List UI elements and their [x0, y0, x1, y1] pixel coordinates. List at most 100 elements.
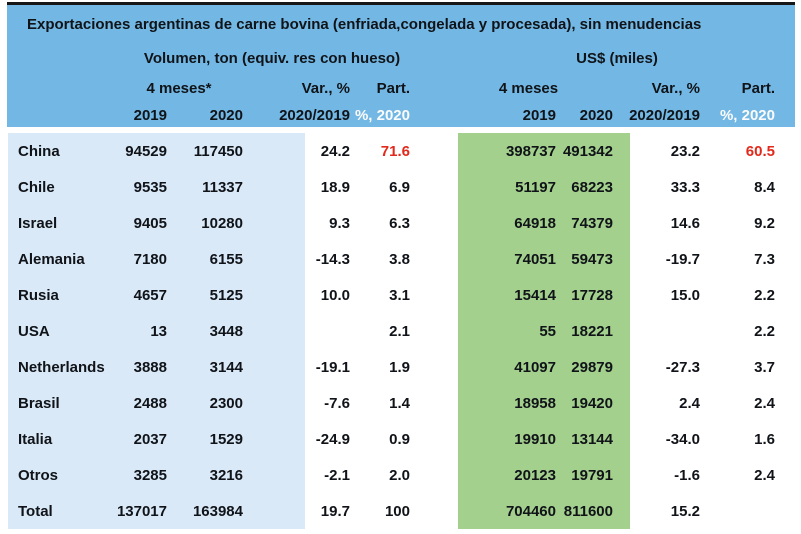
section-label-usd: US$ (miles)	[576, 50, 658, 67]
cell-vol-2020: 117450	[193, 142, 243, 160]
cell-usd-2019: 398737	[505, 142, 556, 160]
table-top-border	[7, 2, 795, 5]
cell-vol-2019: 3285	[133, 466, 167, 484]
cell-vol-2019: 7180	[133, 250, 167, 268]
row-country: Netherlands	[18, 358, 105, 376]
cell-vol-2020: 3448	[209, 322, 243, 340]
cell-vol-2020: 6155	[209, 250, 243, 268]
cell-vol-2020: 5125	[209, 286, 243, 304]
cell-usd-2019: 19910	[514, 430, 556, 448]
cell-vol-2020: 163984	[192, 502, 243, 520]
header-vol-var: Var., %	[301, 80, 350, 97]
row-country: China	[18, 142, 60, 160]
cell-vol-part: 2.0	[389, 466, 410, 484]
cell-vol-2019: 2037	[133, 430, 167, 448]
table-row: China 94529 117450 24.2 71.6 398737 491342 23.2…	[7, 133, 778, 169]
table-row: Chile 9535 11337 18.9 6.9 51197 68223 33.3 8.4	[7, 169, 778, 205]
cell-usd-2020: 19420	[571, 394, 613, 412]
cell-vol-var: 19.7	[320, 502, 350, 520]
cell-vol-var: -14.3	[315, 250, 350, 268]
row-country: Chile	[18, 178, 55, 196]
cell-vol-var: 10.0	[320, 286, 350, 304]
cell-usd-part: 3.7	[754, 358, 775, 376]
cell-usd-2019: 15414	[514, 286, 556, 304]
cell-vol-2019: 9535	[133, 178, 167, 196]
cell-vol-2020: 3216	[209, 466, 243, 484]
cell-vol-2019: 3888	[133, 358, 167, 376]
row-country: Italia	[18, 430, 53, 448]
cell-usd-part: 2.2	[754, 286, 775, 304]
cell-usd-part: 8.4	[754, 178, 775, 196]
cell-usd-var: -1.6	[674, 466, 700, 484]
cell-usd-2020: 18221	[571, 322, 613, 340]
table-row: Brasil 2488 2300 -7.6 1.4 18958 19420 2.4 2.4	[7, 385, 778, 421]
table-body: China 94529 117450 24.2 71.6 398737 491342 23.2…	[7, 133, 795, 529]
row-country: Rusia	[18, 286, 59, 304]
row-country: Brasil	[18, 394, 60, 412]
cell-vol-part: 71.6	[380, 142, 410, 160]
header-spacer	[7, 77, 112, 101]
header-row-years: 2019 2020 2020/2019 %, 2020 2019 2020 20…	[7, 104, 778, 128]
row-country: USA	[18, 322, 50, 340]
cell-vol-part: 0.9	[389, 430, 410, 448]
cell-usd-var: 23.2	[670, 142, 700, 160]
cell-usd-2019: 41097	[514, 358, 556, 376]
table-row: Alemania 7180 6155 -14.3 3.8 74051 59473 -19.7 7…	[7, 241, 778, 277]
table-row: Total 137017 163984 19.7 100 704460 811600 15.2	[7, 493, 778, 529]
header-usd-part: Part.	[741, 80, 775, 97]
header-usd-2020: 2020	[579, 107, 613, 124]
cell-usd-var: 33.3	[670, 178, 700, 196]
cell-usd-var: 14.6	[670, 214, 700, 232]
cell-usd-var: -19.7	[665, 250, 700, 268]
cell-vol-var: 18.9	[320, 178, 350, 196]
section-label-volume: Volumen, ton (equiv. res con hueso)	[143, 50, 401, 67]
cell-vol-var: 9.3	[329, 214, 350, 232]
cell-usd-2020: 13144	[571, 430, 613, 448]
cell-vol-2020: 3144	[209, 358, 243, 376]
header-usd-var-sub: 2020/2019	[629, 107, 700, 124]
cell-usd-part: 1.6	[754, 430, 775, 448]
header-vol-part: Part.	[376, 80, 410, 97]
cell-vol-2019: 137017	[116, 502, 167, 520]
cell-usd-2020: 19791	[571, 466, 613, 484]
cell-usd-var: 15.2	[670, 502, 700, 520]
header-vol-period: 4 meses*	[146, 80, 212, 97]
cell-usd-var: -34.0	[665, 430, 700, 448]
cell-vol-part: 3.8	[389, 250, 410, 268]
cell-usd-2020: 59473	[571, 250, 613, 268]
table-title: Exportaciones argentinas de carne bovina…	[27, 16, 702, 33]
cell-usd-2020: 811600	[563, 502, 613, 520]
cell-usd-2020: 17728	[571, 286, 613, 304]
cell-usd-2020: 29879	[571, 358, 613, 376]
cell-usd-part: 9.2	[754, 214, 775, 232]
header-usd-var: Var., %	[651, 80, 700, 97]
header-spacer	[7, 104, 112, 128]
cell-vol-2019: 94529	[125, 142, 167, 160]
cell-vol-part: 6.9	[389, 178, 410, 196]
header-usd-part-sub: %, 2020	[719, 107, 775, 124]
cell-vol-part: 2.1	[389, 322, 410, 340]
row-country: Israel	[18, 214, 58, 232]
table-row: USA 13 3448 2.1 55 18221 2.2	[7, 313, 778, 349]
cell-vol-2020: 2300	[209, 394, 243, 412]
cell-vol-part: 3.1	[389, 286, 410, 304]
table-rows: China 94529 117450 24.2 71.6 398737 491342 23.2…	[7, 133, 778, 529]
row-country: Otros	[18, 466, 59, 484]
cell-vol-2019: 4657	[133, 286, 167, 304]
table-row: Otros 3285 3216 -2.1 2.0 20123 19791 -1.6 2.4	[7, 457, 778, 493]
cell-usd-2019: 704460	[505, 502, 556, 520]
usd-section-background	[458, 133, 630, 529]
cell-usd-2019: 64918	[514, 214, 556, 232]
cell-usd-2019: 51197	[515, 178, 556, 196]
header-usd-period: 4 meses	[498, 80, 559, 97]
table-row: Rusia 4657 5125 10.0 3.1 15414 17728 15.0 2.2	[7, 277, 778, 313]
table-row: Netherlands 3888 3144 -19.1 1.9 41097 29879 -27…	[7, 349, 778, 385]
cell-usd-part: 2.4	[754, 394, 775, 412]
cell-vol-part: 100	[384, 502, 410, 520]
cell-vol-var: -19.1	[315, 358, 350, 376]
cell-vol-var: -24.9	[315, 430, 350, 448]
cell-vol-part: 6.3	[389, 214, 410, 232]
volume-section-background	[8, 133, 305, 529]
cell-usd-part: 7.3	[754, 250, 775, 268]
